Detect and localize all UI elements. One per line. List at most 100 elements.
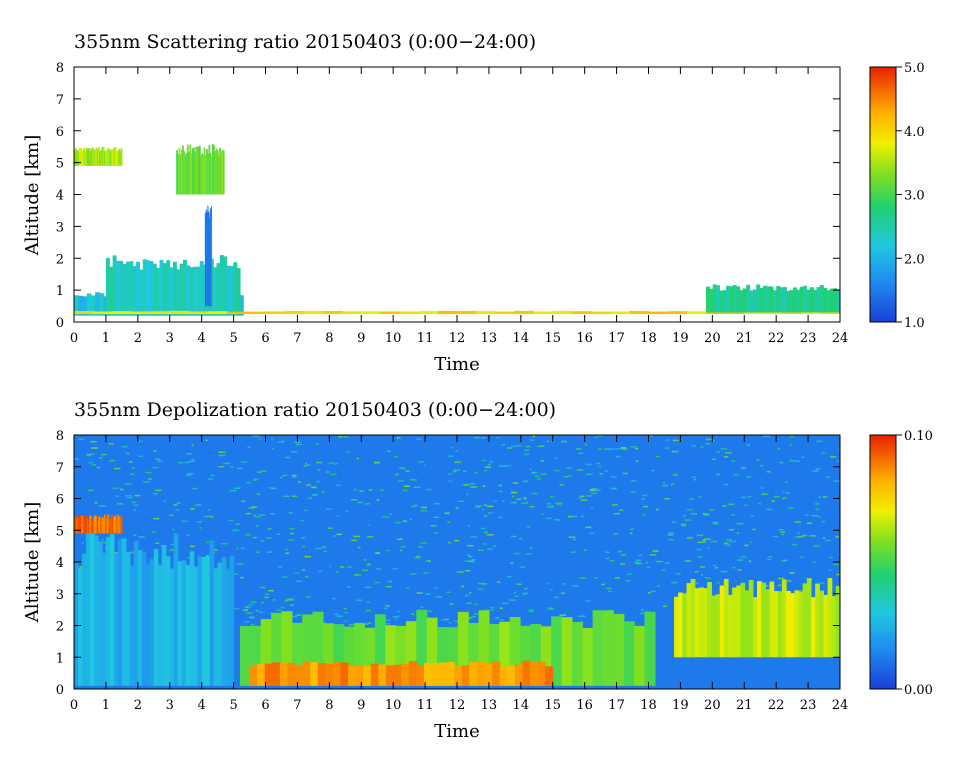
noise-speck: [444, 512, 450, 514]
noise-speck: [578, 452, 584, 455]
noise-speck: [317, 469, 321, 471]
noise-speck: [272, 599, 276, 601]
heatmap-cell: [99, 516, 101, 534]
noise-speck: [821, 520, 826, 523]
heatmap-cell: [89, 515, 92, 534]
noise-speck: [233, 487, 241, 489]
noise-speck: [291, 615, 297, 618]
heatmap-cell: [188, 151, 190, 195]
noise-speck: [676, 572, 681, 575]
colorbar-tick-label: 2.0: [904, 252, 925, 267]
heatmap-cell: [343, 626, 355, 686]
noise-speck: [242, 609, 248, 611]
noise-speck: [606, 587, 612, 590]
x-tick-label: 23: [800, 331, 817, 346]
noise-speck: [630, 480, 637, 482]
noise-speck: [403, 485, 411, 488]
noise-speck: [777, 584, 784, 587]
noise-speck: [748, 560, 752, 562]
noise-speck: [512, 482, 518, 484]
heatmap-cell: [181, 560, 187, 686]
heatmap-cell: [537, 661, 546, 686]
noise-speck: [620, 554, 627, 556]
noise-speck: [572, 538, 577, 541]
heatmap-cell: [109, 518, 112, 534]
noise-speck: [347, 586, 351, 588]
noise-speck: [327, 527, 333, 529]
heatmap-cell: [122, 263, 127, 316]
noise-speck: [235, 523, 241, 525]
heatmap-cell: [823, 288, 828, 313]
noise-speck: [264, 596, 269, 599]
noise-speck: [656, 585, 660, 587]
noise-speck: [255, 610, 259, 612]
noise-speck: [710, 540, 718, 543]
noise-speck: [125, 494, 132, 497]
x-tick-label: 21: [736, 698, 753, 713]
heatmap-cell: [694, 588, 700, 658]
noise-speck: [787, 580, 792, 582]
noise-speck: [671, 521, 676, 523]
heatmap-cell: [161, 545, 167, 686]
noise-speck: [425, 593, 431, 595]
noise-speck: [645, 561, 648, 564]
scattering-axes: 0 1 2 3 4 5 6 7 8 9 10 11 12 13 14 15 16 17 18 19 20 21 22 23 24…: [56, 61, 849, 346]
noise-speck: [530, 439, 534, 441]
noise-speck: [406, 587, 410, 589]
heatmap-cell: [790, 593, 795, 658]
heatmap-cell: [75, 148, 77, 166]
heatmap-cell: [74, 295, 79, 316]
noise-speck: [529, 547, 533, 549]
noise-speck: [236, 467, 243, 470]
noise-speck: [590, 507, 594, 509]
noise-speck: [210, 515, 214, 518]
x-tick-label: 17: [608, 331, 625, 346]
noise-speck: [477, 549, 484, 551]
heatmap-cell: [111, 514, 113, 534]
noise-speck: [232, 529, 240, 532]
noise-speck: [434, 587, 438, 590]
heatmap-cell: [141, 552, 147, 686]
heatmap-cell: [711, 595, 717, 658]
noise-speck: [473, 436, 480, 439]
noise-speck: [354, 574, 361, 576]
heatmap-cell: [184, 154, 187, 195]
heatmap-cell: [361, 311, 381, 315]
heatmap-cell: [117, 514, 119, 534]
heatmap-cell: [236, 268, 241, 316]
noise-speck: [548, 608, 555, 610]
noise-speck: [768, 556, 773, 558]
noise-speck: [466, 554, 471, 556]
noise-speck: [567, 475, 572, 477]
noise-speck: [236, 547, 239, 550]
noise-speck: [545, 517, 552, 520]
heatmap-cell: [183, 151, 186, 195]
heatmap-cell: [729, 286, 734, 313]
scattering-x-label: Time: [434, 354, 479, 375]
noise-speck: [490, 606, 495, 609]
noise-speck: [514, 595, 519, 598]
noise-speck: [245, 512, 252, 515]
noise-speck: [398, 480, 404, 482]
heatmap-cell: [120, 148, 123, 166]
noise-speck: [469, 483, 475, 485]
heatmap-cell: [145, 564, 151, 686]
heatmap-cell: [739, 290, 744, 313]
heatmap-cell: [364, 627, 376, 686]
heatmap-cell: [108, 518, 111, 534]
noise-speck: [418, 546, 423, 548]
heatmap-cell: [759, 287, 764, 313]
heatmap-cell: [146, 260, 151, 316]
noise-speck: [613, 533, 618, 535]
noise-speck: [251, 506, 258, 508]
heatmap-cell: [112, 311, 133, 315]
noise-speck: [838, 448, 840, 450]
y-tick-label: 7: [56, 461, 64, 476]
heatmap-cell: [798, 591, 804, 658]
heatmap-cell: [119, 516, 122, 534]
heatmap-cell: [499, 621, 511, 686]
heatmap-cell: [217, 562, 223, 686]
noise-speck: [529, 610, 534, 613]
noise-speck: [752, 528, 756, 531]
heatmap-cell: [86, 293, 92, 316]
